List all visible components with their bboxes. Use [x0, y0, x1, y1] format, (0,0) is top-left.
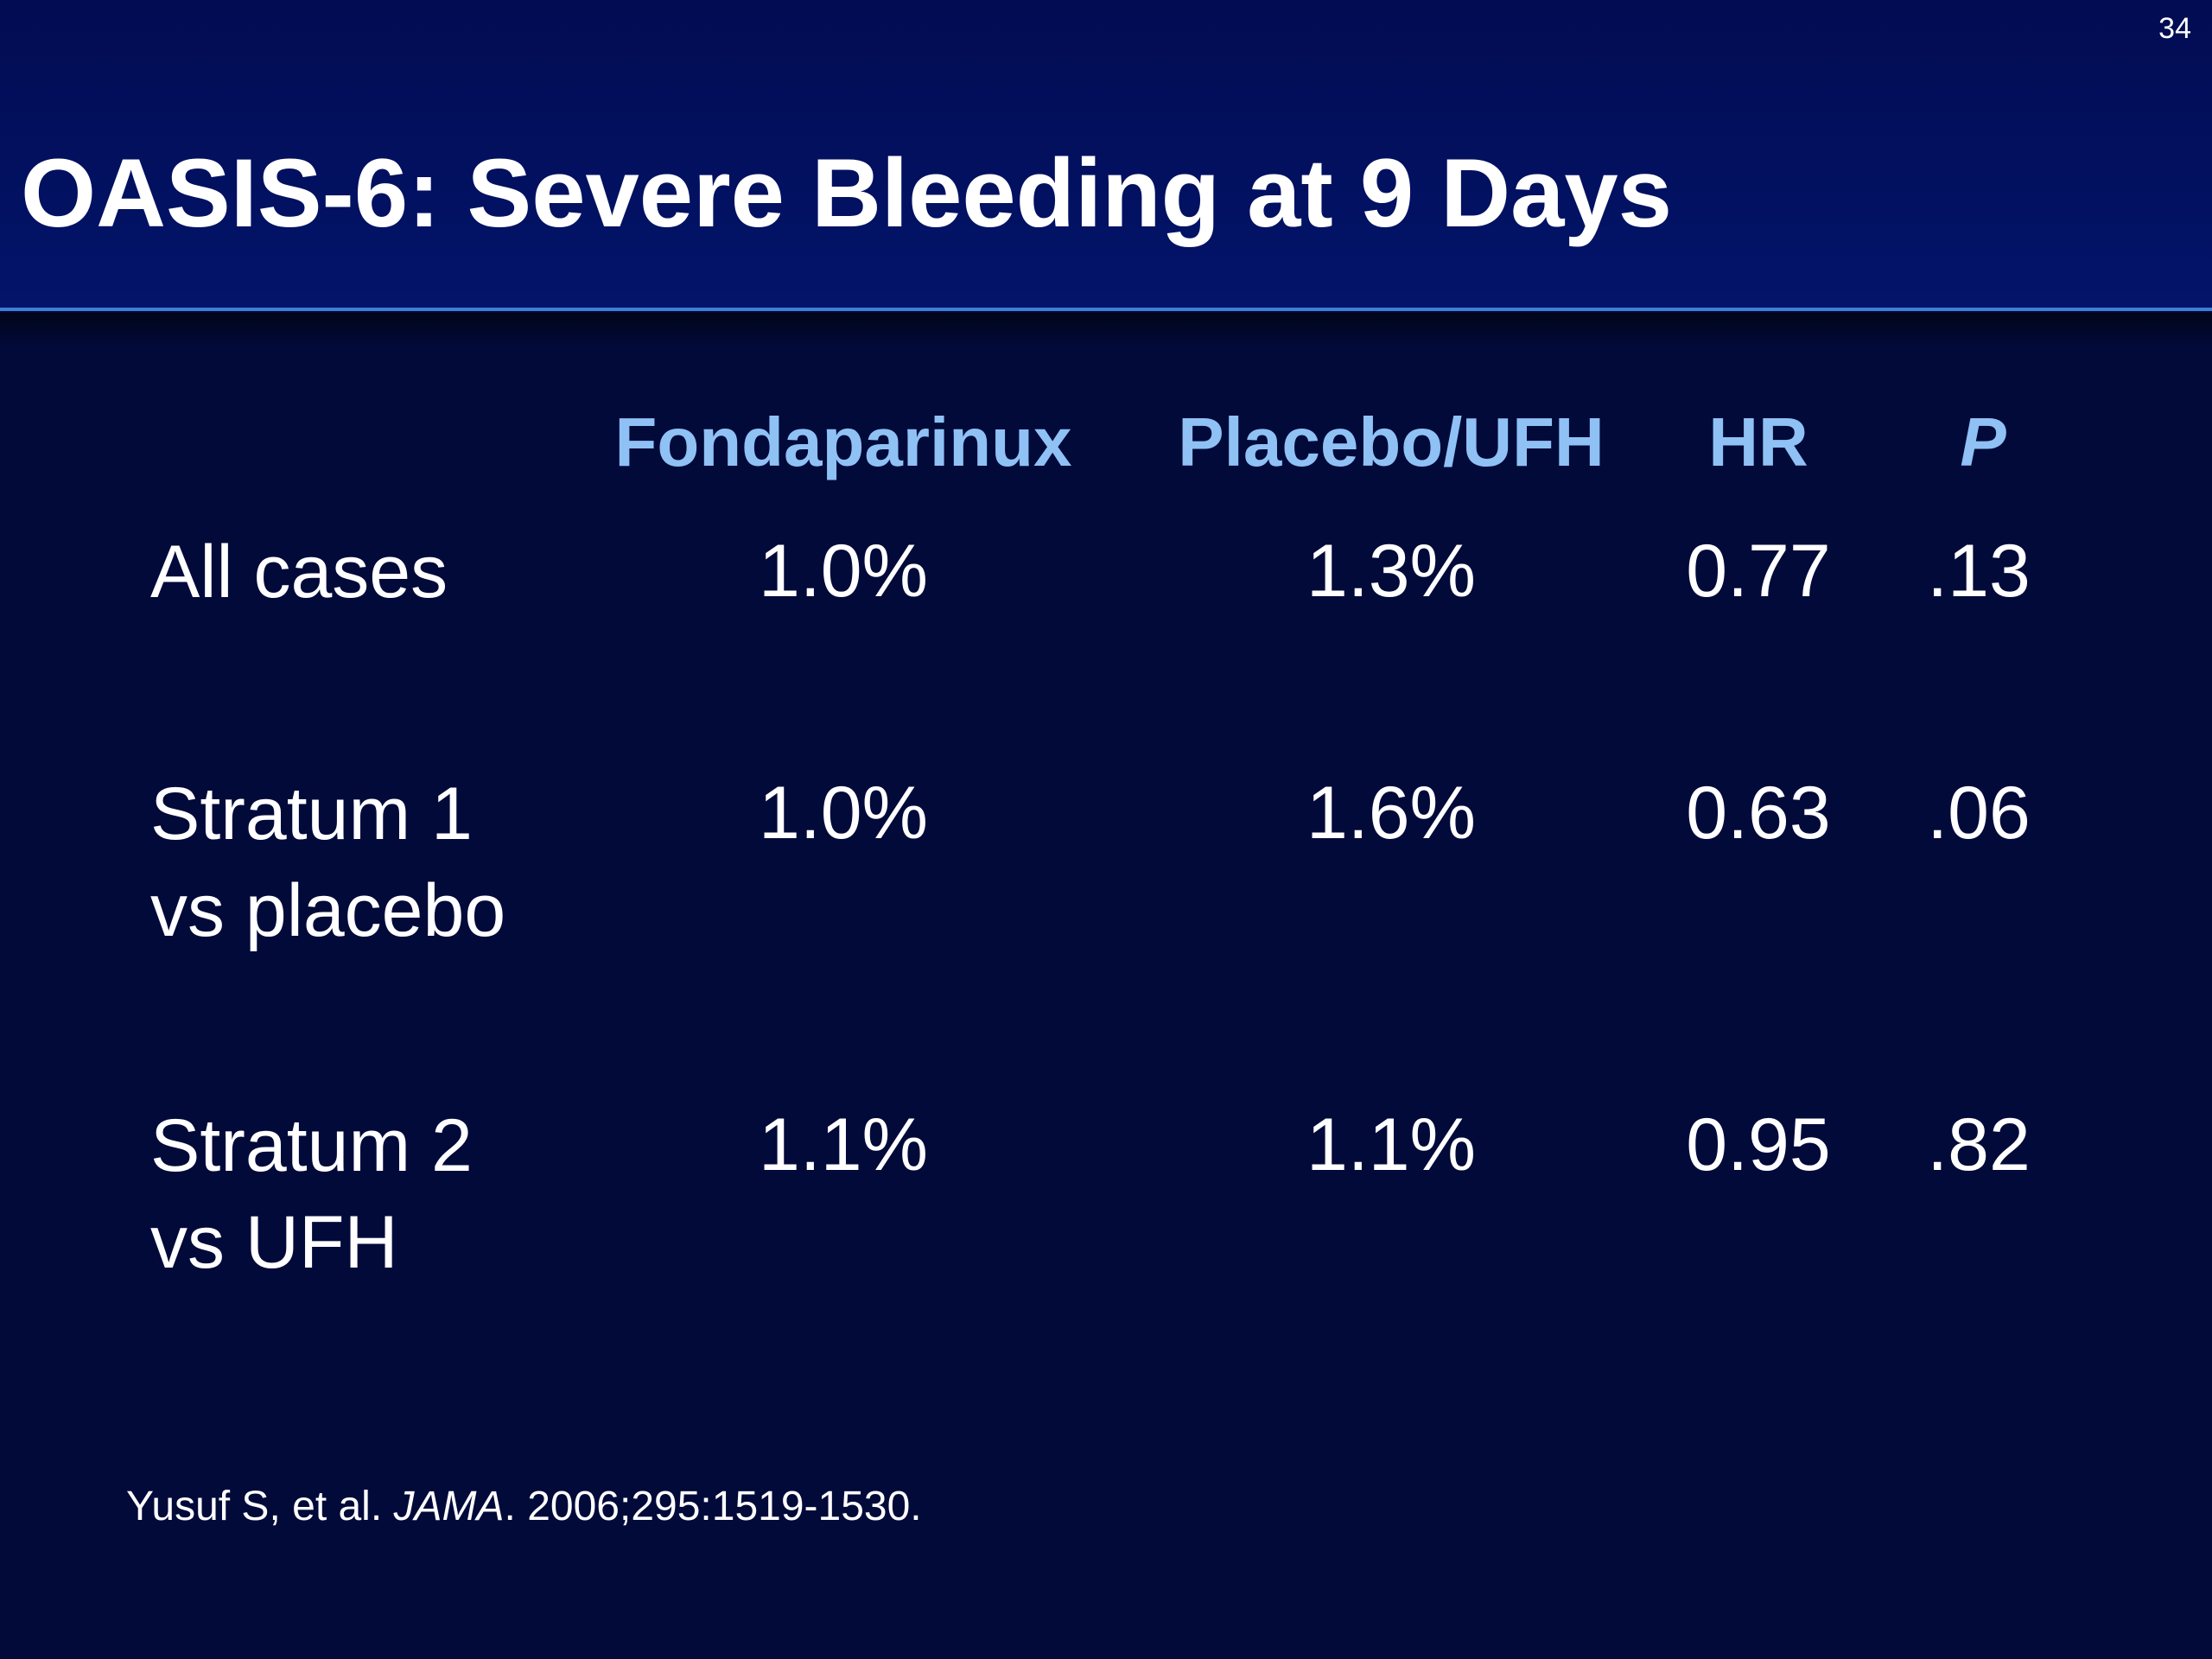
- page-number: 34: [2158, 12, 2191, 45]
- cell-fondaparinux: 1.1%: [758, 1103, 929, 1186]
- row-label: All cases: [150, 524, 448, 620]
- column-header-p: P: [1960, 404, 2006, 480]
- cell-p: .13: [1927, 530, 2031, 613]
- cell-placebo-ufh: 1.6%: [1306, 772, 1477, 855]
- cell-hr: 0.77: [1686, 530, 1831, 613]
- cell-fondaparinux: 1.0%: [758, 772, 929, 855]
- row-label-line-2: vs UFH: [150, 1201, 398, 1284]
- citation-journal: JAMA: [393, 1484, 505, 1529]
- cell-fondaparinux: 1.0%: [758, 530, 929, 613]
- citation-authors: Yusuf S, et al.: [126, 1484, 394, 1529]
- cell-placebo-ufh: 1.1%: [1306, 1103, 1477, 1186]
- cell-hr: 0.63: [1686, 772, 1831, 855]
- column-header-hr: HR: [1708, 404, 1808, 480]
- slide-title: OASIS-6: Severe Bleeding at 9 Days: [21, 139, 1672, 247]
- row-label-line-1: Stratum 2: [150, 1104, 473, 1187]
- cell-hr: 0.95: [1686, 1103, 1831, 1186]
- citation: Yusuf S, et al. JAMA. 2006;295:1519-1530…: [126, 1483, 922, 1530]
- column-header-placebo-ufh: Placebo/UFH: [1178, 404, 1605, 480]
- row-label: Stratum 1 vs placebo: [150, 766, 505, 959]
- row-label-line-1: All cases: [150, 531, 448, 613]
- row-label-line-1: Stratum 1: [150, 772, 473, 855]
- cell-p: .06: [1927, 772, 2031, 855]
- cell-p: .82: [1927, 1103, 2031, 1186]
- column-header-fondaparinux: Fondaparinux: [614, 404, 1072, 480]
- cell-placebo-ufh: 1.3%: [1306, 530, 1477, 613]
- row-label-line-2: vs placebo: [150, 869, 506, 952]
- row-label: Stratum 2 vs UFH: [150, 1097, 473, 1291]
- title-bar-shadow: [0, 313, 2212, 347]
- title-bar: 34 OASIS-6: Severe Bleeding at 9 Days: [0, 0, 2212, 311]
- citation-details: . 2006;295:1519-1530.: [504, 1484, 922, 1529]
